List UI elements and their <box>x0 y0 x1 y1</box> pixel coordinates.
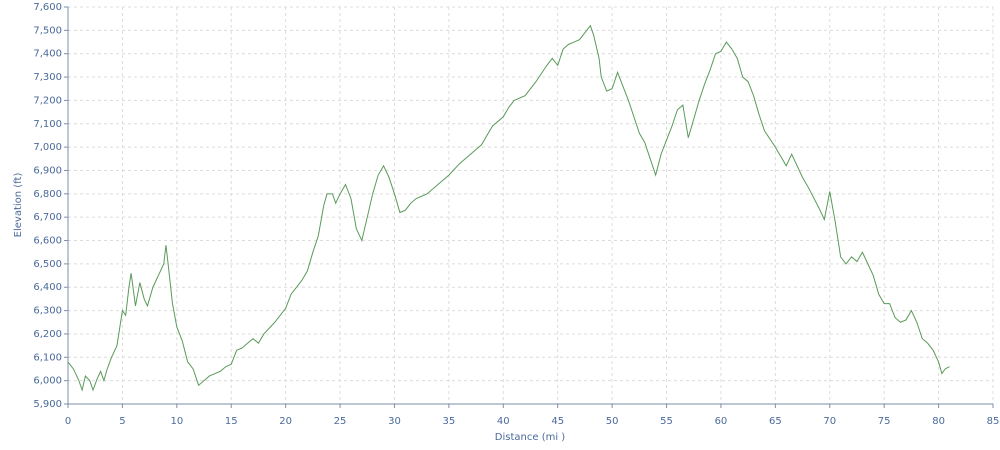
x-tick-label: 70 <box>823 416 836 427</box>
y-tick-label: 7,200 <box>33 95 62 106</box>
x-tick-label: 85 <box>987 416 1000 427</box>
y-tick-label: 7,100 <box>33 119 62 130</box>
elevation-line <box>67 24 950 392</box>
y-tick-label: 6,800 <box>33 189 62 200</box>
x-tick-label: 0 <box>65 416 71 427</box>
y-axis-title: Elevation (ft) <box>13 173 24 238</box>
y-tick-label: 6,500 <box>33 259 62 270</box>
x-tick-label: 75 <box>878 416 891 427</box>
x-tick-label: 10 <box>170 416 183 427</box>
y-tick-label: 6,300 <box>33 306 62 317</box>
y-tick-label: 5,900 <box>33 399 62 410</box>
y-tick-label: 7,500 <box>33 25 62 36</box>
x-tick-label: 45 <box>551 416 564 427</box>
x-tick-label: 20 <box>279 416 292 427</box>
y-tick-label: 6,100 <box>33 352 62 363</box>
x-tick-label: 40 <box>497 416 510 427</box>
x-tick-label: 55 <box>660 416 673 427</box>
x-tick-label: 80 <box>932 416 945 427</box>
x-tick-label: 25 <box>334 416 347 427</box>
y-tick-label: 6,400 <box>33 282 62 293</box>
y-tick-label: 6,000 <box>33 376 62 387</box>
y-tick-label: 7,400 <box>33 49 62 60</box>
x-tick-label: 35 <box>443 416 456 427</box>
x-tick-label: 50 <box>606 416 619 427</box>
x-tick-label: 60 <box>715 416 728 427</box>
x-tick-label: 5 <box>119 416 125 427</box>
y-tick-label: 7,600 <box>33 2 62 13</box>
y-tick-label: 7,300 <box>33 72 62 83</box>
x-axis-title: Distance (mi ) <box>495 432 566 443</box>
y-tick-label: 6,200 <box>33 329 62 340</box>
x-tick-label: 15 <box>225 416 238 427</box>
x-tick-label: 65 <box>769 416 782 427</box>
y-tick-label: 6,700 <box>33 212 62 223</box>
x-tick-label: 30 <box>388 416 401 427</box>
y-tick-label: 7,000 <box>33 142 62 153</box>
y-tick-label: 6,600 <box>33 236 62 247</box>
y-tick-label: 6,900 <box>33 165 62 176</box>
